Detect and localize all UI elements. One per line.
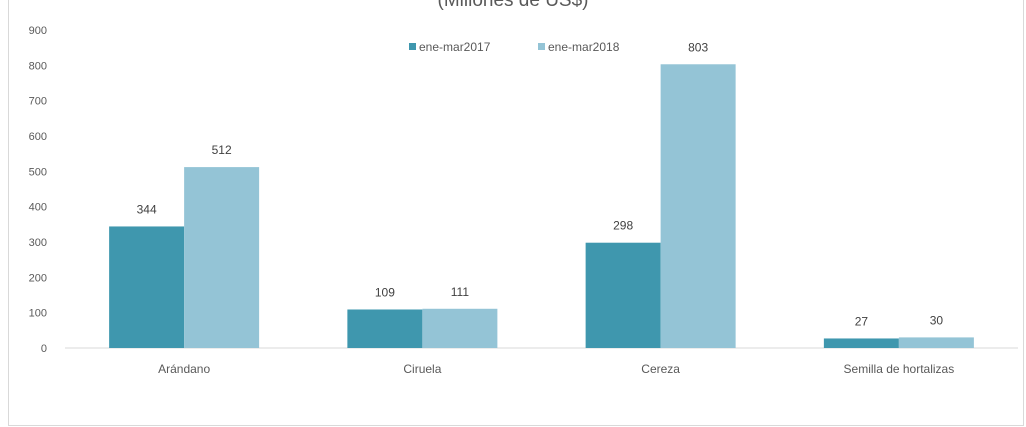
y-tick-label: 0 <box>41 343 47 355</box>
y-tick-label: 400 <box>29 202 47 214</box>
category-label: Semilla de hortalizas <box>844 362 955 376</box>
bars <box>109 64 974 349</box>
bar-ene-mar2018-0 <box>184 167 260 348</box>
y-tick-label: 900 <box>29 25 47 37</box>
y-tick-label: 800 <box>29 60 47 72</box>
data-label: 109 <box>375 285 395 299</box>
data-label: 512 <box>212 143 232 157</box>
y-tick-label: 300 <box>29 237 47 249</box>
data-label: 111 <box>451 285 470 299</box>
bar-ene-mar2018-3 <box>898 337 974 348</box>
data-label: 27 <box>855 314 869 328</box>
legend-swatch <box>409 43 416 50</box>
data-label: 803 <box>688 40 708 54</box>
chart-frame <box>8 0 1024 426</box>
category-label: Arándano <box>158 362 210 376</box>
bar-ene-mar2017-3 <box>823 338 899 348</box>
bar-ene-mar2018-1 <box>422 308 498 348</box>
data-labels: 344 512 109 111 298 803 27 30 <box>137 40 944 328</box>
y-tick-label: 500 <box>29 166 47 178</box>
y-axis-ticks: 0 100 200 300 400 500 600 700 800 900 <box>29 25 47 355</box>
chart-title: (Millones de US$) <box>437 0 589 11</box>
category-label: Ciruela <box>403 362 441 376</box>
category-label: Cereza <box>641 362 680 376</box>
bar-ene-mar2017-1 <box>347 309 423 348</box>
legend-label: ene-mar2017 <box>419 40 491 54</box>
y-tick-label: 600 <box>29 131 47 143</box>
category-labels: Arándano Ciruela Cereza Semilla de hortaliz… <box>158 362 954 376</box>
y-tick-label: 200 <box>29 272 47 284</box>
legend-label: ene-mar2018 <box>548 40 620 54</box>
legend-swatch <box>538 43 545 50</box>
y-tick-label: 100 <box>29 308 47 320</box>
bar-ene-mar2017-2 <box>585 242 661 348</box>
legend: ene-mar2017 ene-mar2018 <box>409 40 620 54</box>
data-label: 344 <box>137 202 157 216</box>
data-label: 30 <box>930 313 944 327</box>
bar-ene-mar2018-2 <box>660 64 736 349</box>
data-label: 298 <box>613 219 633 233</box>
bar-ene-mar2017-0 <box>109 226 185 348</box>
y-tick-label: 700 <box>29 96 47 108</box>
